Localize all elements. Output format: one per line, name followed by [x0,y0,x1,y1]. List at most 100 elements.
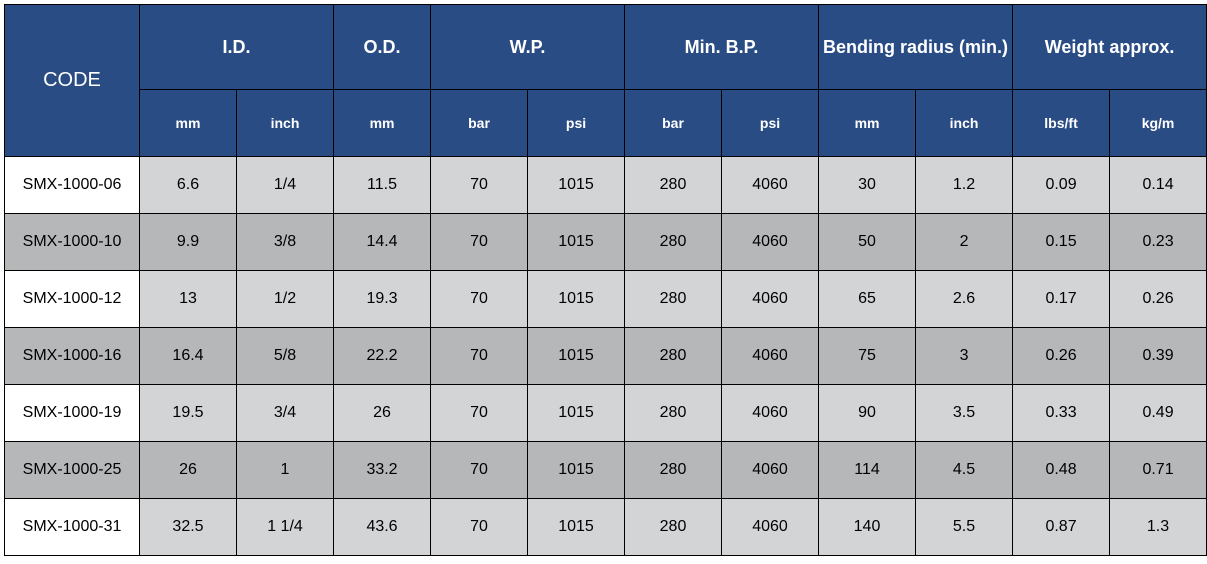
data-cell: 4060 [722,214,819,271]
data-cell: 4060 [722,385,819,442]
col-header-wp: W.P. [431,5,625,90]
data-cell: 70 [431,214,528,271]
table-row: SMX-1000-19 19.5 3/4 26 70 1015 280 4060… [5,385,1207,442]
sub-header: mm [140,90,237,157]
data-cell: 0.87 [1013,499,1110,556]
data-cell: 1015 [528,214,625,271]
data-cell: 0.14 [1110,157,1207,214]
data-cell: 1015 [528,499,625,556]
data-cell: 280 [625,214,722,271]
data-cell: 16.4 [140,328,237,385]
data-cell: 0.33 [1013,385,1110,442]
table-row: SMX-1000-31 32.5 1 1/4 43.6 70 1015 280 … [5,499,1207,556]
data-cell: 1015 [528,385,625,442]
data-cell: 13 [140,271,237,328]
data-cell: 3.5 [916,385,1013,442]
data-cell: 280 [625,442,722,499]
code-cell: SMX-1000-06 [5,157,140,214]
data-cell: 1015 [528,442,625,499]
table-body: SMX-1000-06 6.6 1/4 11.5 70 1015 280 406… [5,157,1207,556]
data-cell: 280 [625,499,722,556]
table-row: SMX-1000-25 26 1 33.2 70 1015 280 4060 1… [5,442,1207,499]
data-cell: 70 [431,499,528,556]
data-cell: 0.26 [1110,271,1207,328]
data-cell: 1/4 [237,157,334,214]
data-cell: 70 [431,271,528,328]
sub-header: psi [722,90,819,157]
code-cell: SMX-1000-12 [5,271,140,328]
data-cell: 1.2 [916,157,1013,214]
sub-header: psi [528,90,625,157]
sub-header: lbs/ft [1013,90,1110,157]
col-header-id: I.D. [140,5,334,90]
data-cell: 1 [237,442,334,499]
data-cell: 0.23 [1110,214,1207,271]
data-cell: 1.3 [1110,499,1207,556]
data-cell: 4060 [722,271,819,328]
spec-table: CODE I.D. O.D. W.P. Min. B.P. Bending ra… [4,4,1207,556]
col-header-od: O.D. [334,5,431,90]
data-cell: 11.5 [334,157,431,214]
data-cell: 0.26 [1013,328,1110,385]
data-cell: 3 [916,328,1013,385]
data-cell: 114 [819,442,916,499]
data-cell: 1 1/4 [237,499,334,556]
code-cell: SMX-1000-19 [5,385,140,442]
data-cell: 5/8 [237,328,334,385]
sub-header: bar [431,90,528,157]
data-cell: 33.2 [334,442,431,499]
data-cell: 0.09 [1013,157,1110,214]
sub-header: inch [916,90,1013,157]
data-cell: 4060 [722,442,819,499]
col-header-minbp: Min. B.P. [625,5,819,90]
data-cell: 70 [431,157,528,214]
table-row: SMX-1000-06 6.6 1/4 11.5 70 1015 280 406… [5,157,1207,214]
data-cell: 90 [819,385,916,442]
data-cell: 280 [625,328,722,385]
data-cell: 4.5 [916,442,1013,499]
data-cell: 0.71 [1110,442,1207,499]
sub-header: inch [237,90,334,157]
sub-header: mm [819,90,916,157]
data-cell: 4060 [722,328,819,385]
data-cell: 0.48 [1013,442,1110,499]
data-cell: 0.17 [1013,271,1110,328]
data-cell: 32.5 [140,499,237,556]
data-cell: 0.39 [1110,328,1207,385]
data-cell: 2 [916,214,1013,271]
data-cell: 3/4 [237,385,334,442]
data-cell: 140 [819,499,916,556]
col-header-weight: Weight approx. [1013,5,1207,90]
data-cell: 0.49 [1110,385,1207,442]
table-row: SMX-1000-16 16.4 5/8 22.2 70 1015 280 40… [5,328,1207,385]
data-cell: 9.9 [140,214,237,271]
data-cell: 2.6 [916,271,1013,328]
data-cell: 65 [819,271,916,328]
code-cell: SMX-1000-31 [5,499,140,556]
code-cell: SMX-1000-25 [5,442,140,499]
data-cell: 280 [625,271,722,328]
data-cell: 5.5 [916,499,1013,556]
data-cell: 70 [431,442,528,499]
code-cell: SMX-1000-10 [5,214,140,271]
data-cell: 19.5 [140,385,237,442]
data-cell: 26 [140,442,237,499]
data-cell: 6.6 [140,157,237,214]
data-cell: 1015 [528,271,625,328]
data-cell: 280 [625,157,722,214]
col-header-bend: Bending radius (min.) [819,5,1013,90]
table-row: SMX-1000-12 13 1/2 19.3 70 1015 280 4060… [5,271,1207,328]
data-cell: 4060 [722,499,819,556]
data-cell: 1/2 [237,271,334,328]
data-cell: 0.15 [1013,214,1110,271]
data-cell: 30 [819,157,916,214]
sub-header: mm [334,90,431,157]
table-header: CODE I.D. O.D. W.P. Min. B.P. Bending ra… [5,5,1207,157]
data-cell: 70 [431,328,528,385]
sub-header: bar [625,90,722,157]
data-cell: 50 [819,214,916,271]
data-cell: 14.4 [334,214,431,271]
data-cell: 43.6 [334,499,431,556]
data-cell: 1015 [528,157,625,214]
code-cell: SMX-1000-16 [5,328,140,385]
